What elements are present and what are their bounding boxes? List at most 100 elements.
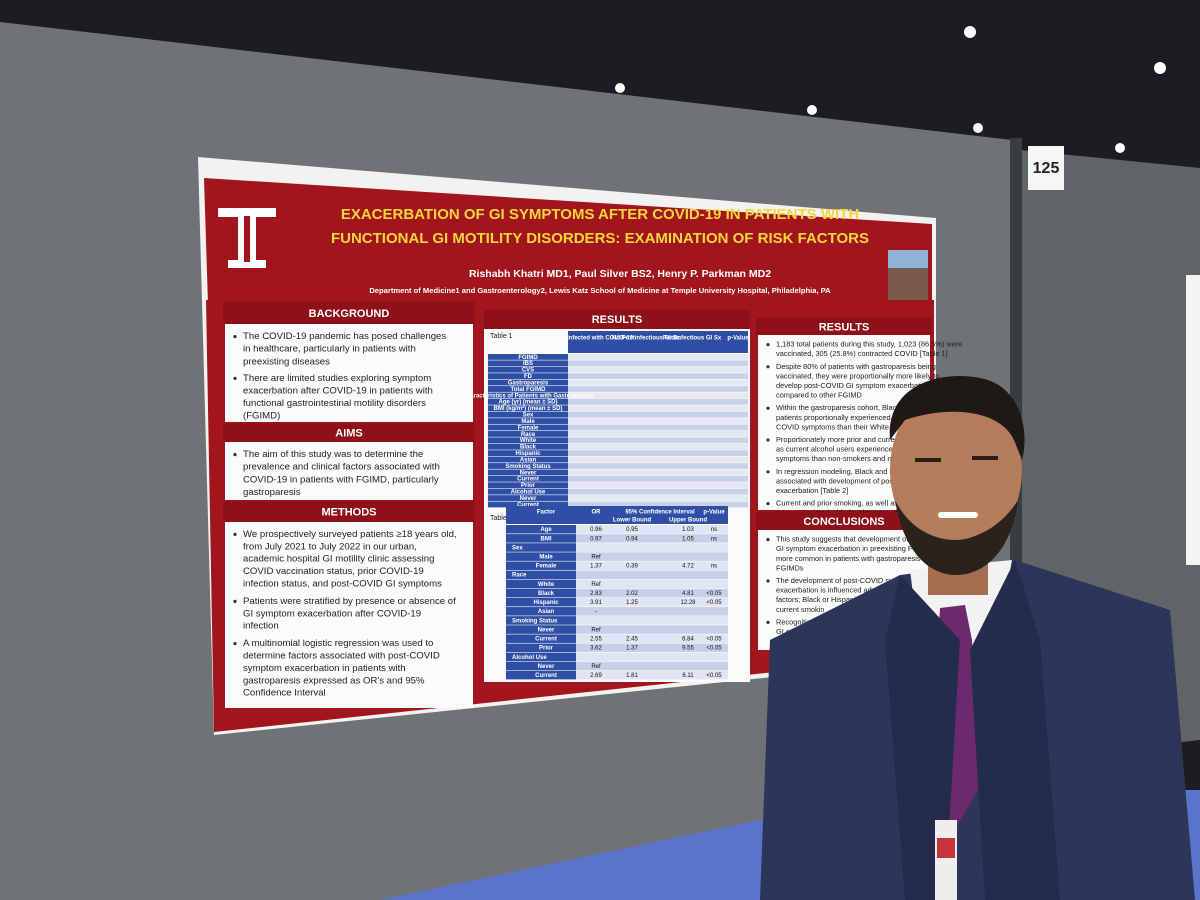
bullet-line: Despite 80% of patients with gastropares… [776,362,936,371]
table-header-cell: Postinfectious GI Sx [663,336,722,342]
bullet-line: Confidence Interval [243,688,326,699]
table-row [488,418,748,424]
table-row-label: Alcohol Use [511,490,546,496]
table-row [506,543,728,552]
table-label-cell [488,437,568,444]
table-cell: 1.03 [682,527,694,533]
bullet-dot [766,538,770,542]
table-row-label: BMI [541,536,552,542]
bullet-dot [233,376,237,380]
table-label-cell [488,450,568,457]
bullet-line: in healthcare, particularly in patients … [243,344,416,355]
bullet-dot [233,335,237,339]
table-cell: 0.39 [626,564,638,570]
table-row [488,463,748,469]
table-row [506,570,728,580]
table-row-label: Female [536,564,557,570]
table-cell: 6.84 [682,637,694,643]
table-cell: 1.37 [590,564,602,570]
bullet-dot [766,343,770,347]
table-row-label: Prior [539,646,554,652]
bullet-line: GI symptom exacerbation in preexisting F… [776,544,932,553]
bullet-line: prevalence and clinical factors associat… [243,462,440,473]
table-label-cell [506,552,576,561]
table-row [506,561,728,570]
bullet-line: symptoms than non-smokers and non-drinke… [776,454,925,463]
table-label-cell [506,588,576,598]
table-header-cell: Factor [537,510,556,516]
table-label-cell [488,463,568,469]
title-line: EXACERBATION OF GI SYMPTOMS AFTER COVID-… [341,206,859,223]
table-row [488,456,748,463]
bullet-line: compared to other FGIMD [776,391,862,400]
bullet-line: from July 2021 to July 2022 in our urban… [243,541,417,552]
bullet-line: gastroparesis [243,487,301,498]
authors: Rishabh Khatri MD1, Paul Silver BS2, Hen… [469,268,771,280]
table-cell: <0.05 [706,600,722,606]
table-subheader-cell: Upper Bound [669,518,707,524]
table-row-label: Never [538,664,555,670]
bullet-line: vaccinated, 305 (25.8%) contracted COVID… [776,349,948,358]
table-row-label: Age (yr) (mean ± SD) [499,400,558,406]
bullet-line: develop post-COVID GI symptom exacerbati… [776,381,953,390]
table-row-label: Hispanic [533,600,559,606]
booth-sign [1028,146,1064,190]
bullet-line: A multinomial logistic regression was us… [243,638,433,649]
table-row-label: Female [518,425,539,431]
table-row-label: Age [540,527,552,533]
table-cell: Ref [591,582,601,588]
table-row [488,392,748,399]
table-row [506,597,728,607]
bullet-line: associated with development of post-COVI… [776,476,921,485]
bullet-line: Within the gastroparesis cohort, Black a… [776,403,945,412]
bullet-dot [766,406,770,410]
table-header-cell: OR [592,510,602,516]
table-row-label: Asian [520,457,537,463]
section-box [225,522,473,708]
table-row [506,525,728,534]
table-row-label: Prior [521,483,536,489]
table-header-cell: Infected with COVID-19 [567,336,634,342]
table-label-cell [488,424,568,431]
section-heading: CONCLUSIONS [803,516,884,528]
table-subheader-cell: Lower Bound [613,518,652,524]
table-row-label: White [538,582,555,588]
section-heading: RESULTS [819,321,870,333]
bullet-dot [766,365,770,369]
table-caption: Table 2 [490,515,513,522]
table-row [506,643,728,653]
neighbor-poster [1186,275,1200,565]
table-label-cell [488,443,568,450]
table-header-cell: p-Value [727,336,749,342]
table-cell: 1.81 [626,673,638,679]
table-row [488,411,748,418]
table-row [506,588,728,598]
table-row [488,450,748,457]
table-row [506,616,728,625]
table-row [506,579,728,589]
table-row-label: Black [538,591,555,597]
bullet-line: exacerbation is influenced adversely by [776,586,905,595]
section-heading: METHODS [322,506,377,518]
table-row [506,552,728,561]
bullet-line: FGIMDs [776,563,804,572]
bullet-line: The COVID-19 pandemic has posed challeng… [243,331,446,342]
table-label-cell [506,616,576,625]
table-caption: Table 1 [490,333,513,340]
bullet-line: 1,183 total patients during this study, … [776,340,962,349]
bullet-line: more common in patients with gastropares… [776,554,949,563]
table-cell: <0.05 [706,673,722,679]
table-row [488,360,748,367]
bullet-line: exacerbation [Table 2] [776,486,848,495]
table-row [488,366,748,373]
table-row-label: Never [520,470,537,476]
table-row [488,379,748,386]
table-row [488,475,748,482]
table-row-label: Characteristics of Patients with Gastrop… [462,393,594,399]
bullet-line: exacerbation after COVID-19 in patients … [243,386,433,397]
table-row [488,354,748,360]
table-row [506,534,728,543]
table-row-label: Current [517,477,539,483]
table-cell: <0.05 [706,591,722,597]
university-logo [218,208,276,268]
